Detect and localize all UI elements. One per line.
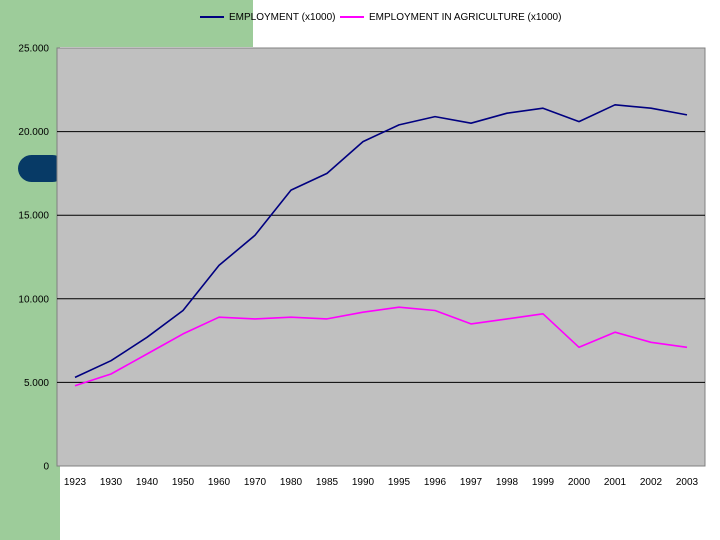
x-tick-label: 1985 [316,477,339,488]
x-tick-label: 1923 [64,477,87,488]
x-tick-label: 2001 [604,477,627,488]
plot-area [56,47,706,467]
x-tick-label: 1998 [496,477,519,488]
y-tick-label: 20.000 [18,127,49,138]
x-tick-label: 1999 [532,477,555,488]
x-tick-label: 2003 [676,477,699,488]
x-tick-label: 2000 [568,477,591,488]
slide-background-band-top [60,0,253,47]
y-tick-label: 5.000 [24,378,49,389]
x-tick-label: 1996 [424,477,447,488]
x-tick-label: 1995 [388,477,411,488]
x-tick-label: 1950 [172,477,195,488]
y-tick-label: 0 [43,462,49,473]
legend-label-2: EMPLOYMENT IN AGRICULTURE (x1000) [369,12,561,23]
series-line-1 [74,104,688,379]
x-tick-label: 2002 [640,477,663,488]
y-tick-label: 10.000 [18,294,49,305]
legend-label-1: EMPLOYMENT (x1000) [229,12,336,23]
series-line-2 [74,306,688,387]
slide-background-band [0,0,60,540]
x-tick-label: 1970 [244,477,267,488]
x-tick-label: 1940 [136,477,159,488]
x-tick-label: 1980 [280,477,303,488]
y-tick-label: 15.000 [18,211,49,222]
y-tick-label: 25.000 [18,44,49,55]
x-tick-label: 1990 [352,477,375,488]
x-tick-label: 1930 [100,477,123,488]
x-tick-label: 1960 [208,477,231,488]
x-tick-label: 1997 [460,477,483,488]
